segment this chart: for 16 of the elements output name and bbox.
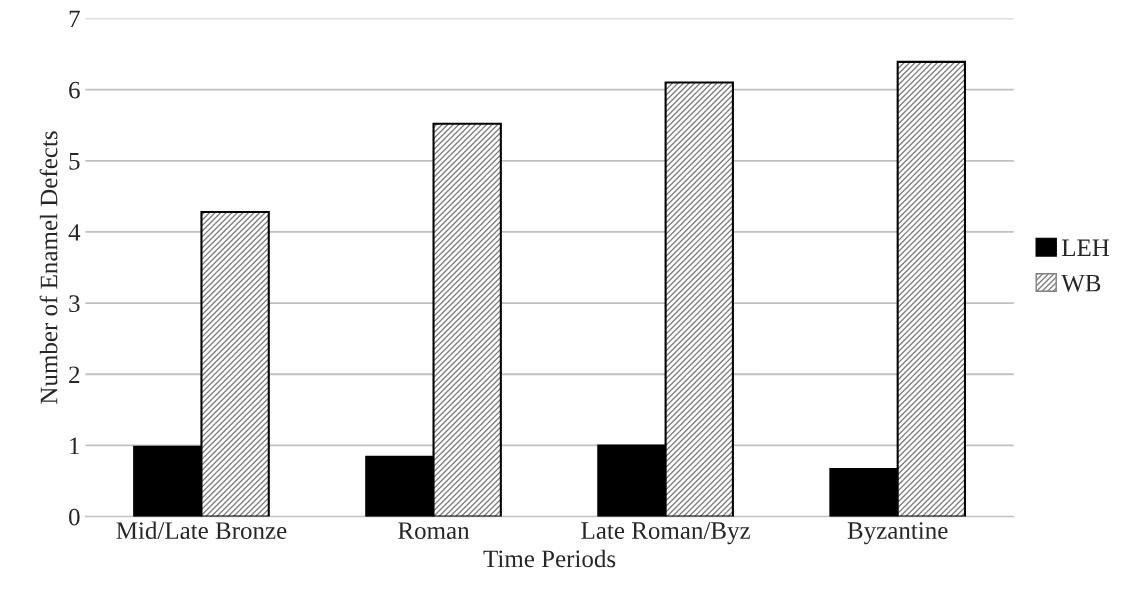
y-tick-label: 0 xyxy=(69,508,80,526)
y-axis-title: Number of Enamel Defects xyxy=(39,131,58,404)
x-axis-title: Time Periods xyxy=(483,549,616,568)
y-tick-label: 3 xyxy=(69,295,80,313)
y-tick-label: 5 xyxy=(69,153,80,170)
x-tick-label: Late Roman/Byz xyxy=(581,522,750,545)
legend-label: WB xyxy=(1061,274,1101,292)
y-tick-label: 1 xyxy=(70,437,80,455)
y-tick-label: 2 xyxy=(69,366,80,383)
x-tick-label: Mid/Late Bronze xyxy=(116,521,287,540)
x-tick-label: Roman xyxy=(398,522,470,540)
y-tick-label: 6 xyxy=(69,81,80,99)
y-tick-label: 7 xyxy=(69,10,80,28)
x-tick-label: Byzantine xyxy=(847,522,948,545)
y-tick-label: 4 xyxy=(68,224,81,241)
legend-label: LEH xyxy=(1061,239,1110,256)
